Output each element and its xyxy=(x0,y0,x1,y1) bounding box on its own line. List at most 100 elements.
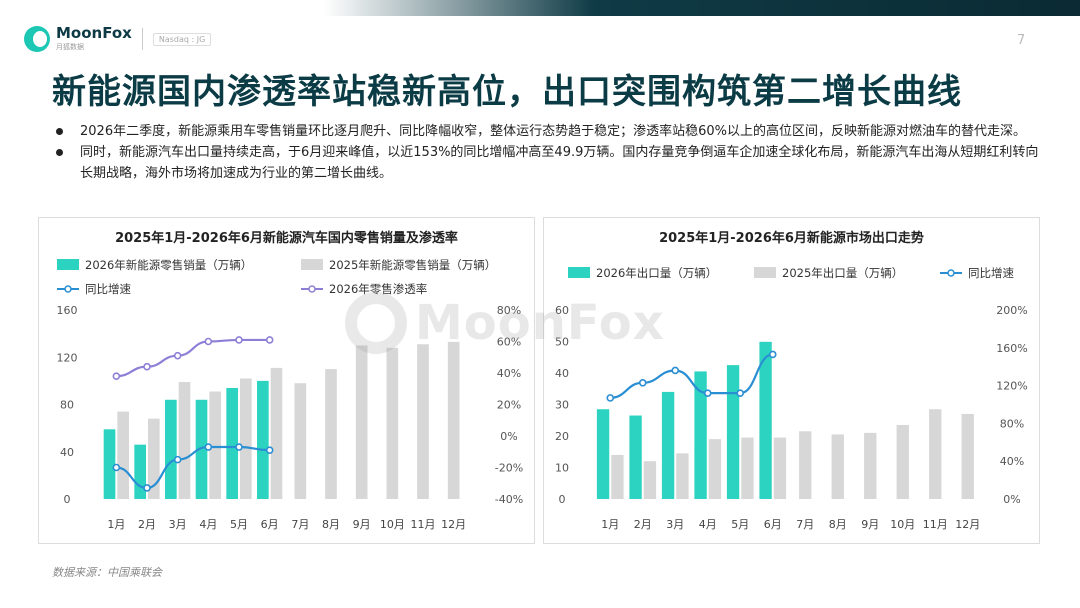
line-point xyxy=(638,378,647,387)
line-point xyxy=(173,351,182,360)
x-axis-tick-label: 6月 xyxy=(764,518,782,531)
x-axis-tick-label: 12月 xyxy=(441,518,466,531)
top-banner xyxy=(0,0,1080,16)
legend-label: 2026年出口量（万辆） xyxy=(596,266,717,280)
bar-prior-year xyxy=(447,341,460,499)
bar-prior-year xyxy=(961,413,974,499)
series-line xyxy=(610,353,773,399)
line-point xyxy=(671,366,680,375)
x-axis-tick-label: 2月 xyxy=(138,518,156,531)
y-axis-tick-label: 0 xyxy=(559,493,566,506)
y2-axis-tick-label: 60% xyxy=(497,336,521,349)
line-point xyxy=(265,336,274,344)
y2-axis-tick-label: 160% xyxy=(996,342,1027,355)
line-point xyxy=(204,337,213,346)
bar-current-year xyxy=(596,409,610,499)
y-axis-tick-label: 160 xyxy=(57,304,78,317)
bar-prior-year xyxy=(240,378,252,499)
bar-current-year xyxy=(726,365,740,499)
legend-swatch-marker xyxy=(947,269,955,277)
x-axis-tick-label: 12月 xyxy=(955,518,980,531)
bar-prior-year xyxy=(178,382,191,499)
bar-current-year xyxy=(195,399,208,499)
x-axis-tick-label: 5月 xyxy=(731,518,749,531)
moonfox-watermark-icon xyxy=(345,292,407,354)
x-axis-tick-label: 1月 xyxy=(107,518,125,531)
x-axis-tick-label: 10月 xyxy=(380,518,405,531)
bar-prior-year xyxy=(148,418,160,499)
legend-label: 2026年新能源零售销量（万辆） xyxy=(85,258,252,272)
legend-swatch xyxy=(568,267,590,278)
bar-prior-year xyxy=(417,344,429,499)
line-point xyxy=(736,389,745,397)
bar-current-year xyxy=(629,415,642,499)
legend-label: 2025年新能源零售销量（万辆） xyxy=(329,258,496,272)
bar-prior-year xyxy=(799,431,812,499)
bar-current-year xyxy=(759,341,772,499)
bar-current-year xyxy=(103,429,116,499)
y-axis-tick-label: 10 xyxy=(555,462,569,475)
x-axis-tick-label: 3月 xyxy=(666,518,684,531)
x-axis-tick-label: 11月 xyxy=(411,518,436,531)
legend-label: 2026年零售渗透率 xyxy=(329,282,427,296)
bar-prior-year xyxy=(325,369,337,499)
x-axis-tick-label: 6月 xyxy=(261,518,279,531)
y2-axis-tick-label: -40% xyxy=(495,493,523,506)
moonfox-watermark: MoonFox xyxy=(345,292,665,354)
line-point xyxy=(112,372,121,380)
x-axis-tick-label: 3月 xyxy=(169,518,187,531)
x-axis-tick-label: 9月 xyxy=(861,518,879,531)
y2-axis-tick-label: 40% xyxy=(1000,455,1024,468)
logo-divider xyxy=(141,28,143,50)
chart-title: 2025年1月-2026年6月新能源汽车国内零售销量及渗透率 xyxy=(115,230,458,246)
line-point xyxy=(143,362,151,371)
bar-current-year xyxy=(165,399,177,499)
y-axis-tick-label: 0 xyxy=(64,493,71,506)
legend-label: 2025年出口量（万辆） xyxy=(782,266,903,280)
y2-axis-tick-label: 0% xyxy=(1003,493,1020,506)
y-axis-tick-label: 120 xyxy=(57,351,78,364)
domestic-sales-chart-panel: 2025年1月-2026年6月新能源汽车国内零售销量及渗透率 0 40 80 120 16… xyxy=(38,217,535,544)
legend-swatch xyxy=(57,259,79,270)
y2-axis-tick-label: -20% xyxy=(495,462,523,475)
bullet-list: 2026年二季度，新能源乘用车零售销量环比逐月爬升、同比降幅收窄，整体运行态势趋… xyxy=(56,121,1046,184)
line-point xyxy=(703,389,712,397)
line-point xyxy=(265,446,274,454)
legend-swatch xyxy=(301,259,323,270)
x-axis-tick-label: 5月 xyxy=(230,518,248,531)
series-line xyxy=(116,338,270,378)
y-axis-tick-label: 20 xyxy=(555,430,569,443)
y2-axis-tick-label: 0% xyxy=(500,430,517,443)
x-axis-tick-label: 1月 xyxy=(601,518,619,531)
legend-swatch-marker xyxy=(308,285,316,293)
y2-axis-tick-label: 40% xyxy=(497,367,521,380)
domestic-sales-chart: 2025年1月-2026年6月新能源汽车国内零售销量及渗透率 0 40 80 120 16… xyxy=(57,230,524,531)
bar-prior-year xyxy=(773,437,787,499)
bar-prior-year xyxy=(896,424,909,499)
legend-swatch xyxy=(754,267,776,278)
data-source: 数据来源：中国乘联会 xyxy=(52,566,162,579)
bar-prior-year xyxy=(929,409,942,499)
x-axis-tick-label: 8月 xyxy=(829,518,847,531)
moonfox-logo: MoonFox 月狐数据 Nasdaq : JG xyxy=(24,26,212,52)
y-axis-tick-label: 30 xyxy=(555,399,569,412)
bar-prior-year xyxy=(270,367,283,499)
bullet-item: 2026年二季度，新能源乘用车零售销量环比逐月爬升、同比降幅收窄，整体运行态势趋… xyxy=(56,121,1046,142)
ticker-badge: Nasdaq : JG xyxy=(152,32,212,46)
bar-prior-year xyxy=(741,437,754,499)
bar-current-year xyxy=(257,380,269,499)
bar-prior-year xyxy=(117,411,129,499)
bar-prior-year xyxy=(386,347,399,499)
x-axis-tick-label: 9月 xyxy=(353,518,371,531)
export-chart-panel: 2025年1月-2026年6月新能源市场出口走势 0 10 20 30 40 50 60 0% 4… xyxy=(543,217,1040,544)
logo-subtitle: 月狐数据 xyxy=(56,43,84,51)
y-axis-tick-label: 40 xyxy=(60,446,74,459)
bar-prior-year xyxy=(708,439,722,499)
watermark-text: MoonFox xyxy=(415,295,665,351)
page-number: 7 xyxy=(1017,33,1026,48)
y-axis-tick-label: 80 xyxy=(60,399,74,412)
legend-label: 同比增速 xyxy=(85,282,131,296)
bar-prior-year xyxy=(209,391,221,499)
bar-prior-year xyxy=(831,434,844,499)
legend-label: 同比增速 xyxy=(968,266,1014,280)
